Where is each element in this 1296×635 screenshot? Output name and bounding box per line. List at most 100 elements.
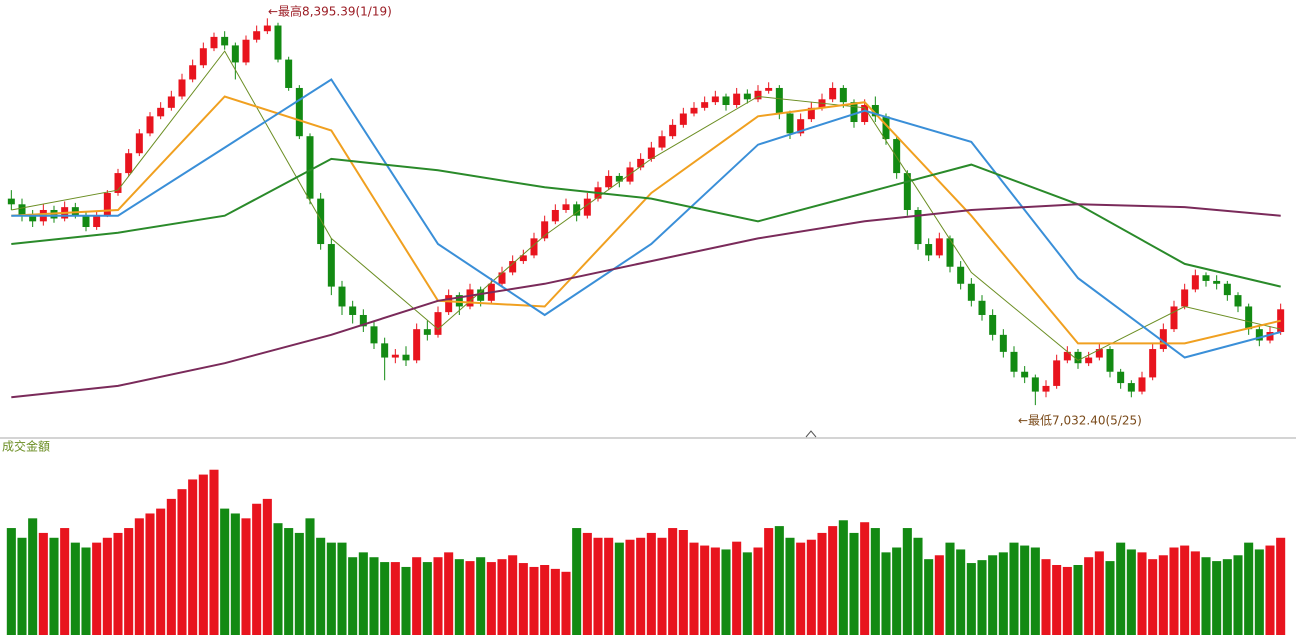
volume-bar <box>486 562 496 635</box>
volume-bar <box>796 542 806 635</box>
candle-body <box>647 147 655 159</box>
volume-bar <box>689 542 699 635</box>
volume-bar <box>934 555 944 635</box>
candle-body <box>466 289 474 307</box>
volume-bar <box>710 547 720 635</box>
volume-bar <box>188 479 198 635</box>
candle-body <box>263 25 271 32</box>
candle-body <box>573 204 581 216</box>
volume-bar <box>1222 559 1232 635</box>
volume-title: 成交金額 <box>2 439 50 454</box>
volume-bar <box>49 537 59 635</box>
candle-body <box>562 204 570 210</box>
candle-body <box>434 312 442 335</box>
volume-bar <box>742 552 752 635</box>
candle-body <box>946 238 954 267</box>
volume-bar <box>1169 547 1179 635</box>
volume-bar <box>998 552 1008 635</box>
candle-body <box>1053 360 1061 386</box>
candle-body <box>327 244 335 287</box>
volume-bar <box>81 547 91 635</box>
volume-bar <box>70 542 80 635</box>
volume-bar <box>412 557 422 635</box>
candle-body <box>295 87 303 137</box>
volume-bar <box>1116 542 1126 635</box>
candle-body <box>583 198 591 216</box>
volume-bar <box>860 522 870 635</box>
candle-body <box>669 124 677 137</box>
candle-body <box>178 79 186 97</box>
volume-bar <box>316 537 326 635</box>
candle-body <box>733 93 741 105</box>
candle-body <box>1095 349 1103 358</box>
volume-bar <box>497 559 507 635</box>
volume-bar <box>92 542 102 635</box>
volume-bar <box>422 562 432 635</box>
volume-bar <box>753 547 763 635</box>
volume-bar <box>1126 549 1136 635</box>
volume-bar <box>305 518 315 635</box>
candle-body <box>221 36 229 46</box>
volume-bar <box>657 537 667 635</box>
volume-bar <box>209 469 219 635</box>
volume-bar <box>604 537 614 635</box>
candle-body <box>1074 351 1082 364</box>
candle-body <box>199 48 207 66</box>
moving-average <box>11 78 1281 359</box>
candle-body <box>882 116 890 140</box>
candle-body <box>1191 275 1199 290</box>
candle-body <box>743 93 751 100</box>
volume-bar <box>849 532 859 635</box>
candle-body <box>29 215 37 222</box>
volume-bar <box>28 518 38 635</box>
volume-bar <box>1212 561 1222 635</box>
candle-body <box>1234 295 1242 307</box>
candle-body <box>253 31 261 40</box>
volume-bar <box>678 530 688 635</box>
candle-body <box>349 306 357 315</box>
candle-body <box>893 139 901 174</box>
candle-body <box>775 87 783 114</box>
candle-body <box>402 354 410 361</box>
candle-body <box>413 329 421 361</box>
candle-body <box>615 175 623 182</box>
candle-body <box>445 295 453 313</box>
volume-bar <box>1009 542 1019 635</box>
volume-bar <box>1137 552 1147 635</box>
candle-body <box>370 326 378 344</box>
candle-body <box>797 119 805 134</box>
candle-body <box>903 173 911 210</box>
candle-body <box>455 295 463 307</box>
volume-bar <box>1244 542 1254 635</box>
candle-body <box>1010 351 1018 372</box>
volume-bar <box>924 559 934 635</box>
volume-bar <box>508 555 518 635</box>
volume-bar <box>966 563 976 635</box>
candle-body <box>1181 289 1189 307</box>
volume-bar <box>881 552 891 635</box>
volume-bar <box>1276 537 1286 635</box>
volume-bar <box>828 526 838 635</box>
candle-body <box>317 198 325 245</box>
candle-body <box>210 36 218 49</box>
moving-average <box>11 203 1281 399</box>
volume-bar <box>1052 565 1062 635</box>
candle-body <box>1223 283 1231 296</box>
volume-bar <box>380 562 390 635</box>
volume-bar <box>892 547 902 635</box>
candle-body <box>605 175 613 188</box>
volume-bar <box>764 528 774 635</box>
candle-body <box>850 102 858 123</box>
candle-body <box>754 90 762 100</box>
volume-bar <box>1158 555 1168 635</box>
candle-body <box>1042 385 1050 392</box>
volume-bar <box>625 539 635 635</box>
candle-body <box>7 198 15 205</box>
candle-body <box>935 238 943 256</box>
candle-body <box>391 354 399 358</box>
candle-body <box>925 244 933 256</box>
moving-average <box>11 50 1281 361</box>
volume-bar <box>358 552 368 635</box>
candle-body <box>1063 351 1071 361</box>
